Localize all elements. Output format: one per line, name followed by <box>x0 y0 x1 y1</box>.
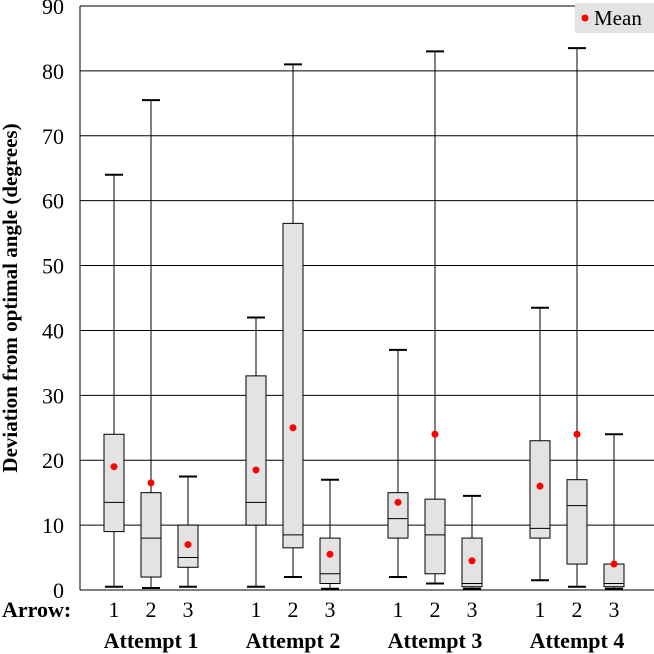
box-plot <box>245 316 267 588</box>
arrow-number-label: 2 <box>288 597 299 622</box>
legend: Mean <box>575 3 654 33</box>
y-tick-label: 20 <box>42 448 64 473</box>
mean-marker <box>184 541 192 549</box>
iqr-box <box>387 492 409 539</box>
box-plot <box>103 173 125 588</box>
box-plot <box>603 433 625 590</box>
mean-marker <box>468 557 476 565</box>
arrow-number-label: 1 <box>535 597 546 622</box>
attempt-label: Attempt 4 <box>530 628 625 653</box>
iqr-box <box>319 537 341 585</box>
y-tick-label: 70 <box>42 124 64 149</box>
box-plot <box>177 475 199 588</box>
grid-lines <box>80 5 654 591</box>
y-tick-label: 50 <box>42 254 64 279</box>
box-plot <box>424 50 446 585</box>
mean-marker <box>147 479 155 487</box>
legend-label: Mean <box>594 6 642 30</box>
mean-marker <box>326 550 334 558</box>
mean-marker <box>610 560 618 568</box>
mean-marker <box>110 463 118 471</box>
arrow-number-label: 3 <box>183 597 194 622</box>
iqr-box <box>282 222 304 549</box>
arrow-number-label: 1 <box>251 597 262 622</box>
iqr-box <box>566 479 588 565</box>
mean-marker <box>573 430 581 438</box>
box-plot <box>282 63 304 579</box>
iqr-box <box>424 498 446 575</box>
arrow-number-label: 1 <box>109 597 120 622</box>
arrow-number-label: 2 <box>572 597 583 622</box>
arrow-number-label: 3 <box>325 597 336 622</box>
iqr-box <box>245 375 267 526</box>
y-tick-label: 80 <box>42 59 64 84</box>
y-tick-label: 0 <box>53 578 64 603</box>
y-axis-label: Deviation from optimal angle (degrees) <box>0 123 22 472</box>
legend-mean-marker <box>581 14 589 22</box>
axes <box>79 6 654 591</box>
box-plot <box>529 306 551 582</box>
attempt-label: Attempt 3 <box>388 628 483 653</box>
mean-marker <box>289 424 297 432</box>
mean-marker <box>431 430 439 438</box>
iqr-box <box>140 492 162 578</box>
box-plot <box>461 494 483 590</box>
mean-marker <box>394 498 402 506</box>
iqr-box <box>103 433 125 533</box>
arrow-number-label: 3 <box>609 597 620 622</box>
y-tick-label: 40 <box>42 318 64 343</box>
box-plots <box>103 47 625 590</box>
box-plot <box>319 478 341 590</box>
box-plot <box>387 348 409 579</box>
attempt-label: Attempt 2 <box>246 628 341 653</box>
x-tick-labels: 1 2 3 Attempt 1 1 2 3 Attempt 2 1 2 3 Attempt 3 1 2 3 A… <box>104 597 625 653</box>
arrow-number-label: 2 <box>430 597 441 622</box>
x-axis-arrow-title: Arrow: <box>2 597 71 622</box>
arrow-number-label: 3 <box>467 597 478 622</box>
arrow-number-label: 1 <box>393 597 404 622</box>
arrow-number-label: 2 <box>146 597 157 622</box>
y-tick-label: 30 <box>42 383 64 408</box>
box-plot <box>140 99 162 590</box>
y-tick-label: 90 <box>42 0 64 19</box>
mean-marker <box>252 466 260 474</box>
y-tick-label: 10 <box>42 513 64 538</box>
attempt-label: Attempt 1 <box>104 628 199 653</box>
mean-marker <box>536 482 544 490</box>
y-tick-label: 60 <box>42 189 64 214</box>
box-plot <box>566 47 588 588</box>
y-tick-labels: 0 10 20 30 40 50 60 70 80 90 <box>42 0 64 603</box>
